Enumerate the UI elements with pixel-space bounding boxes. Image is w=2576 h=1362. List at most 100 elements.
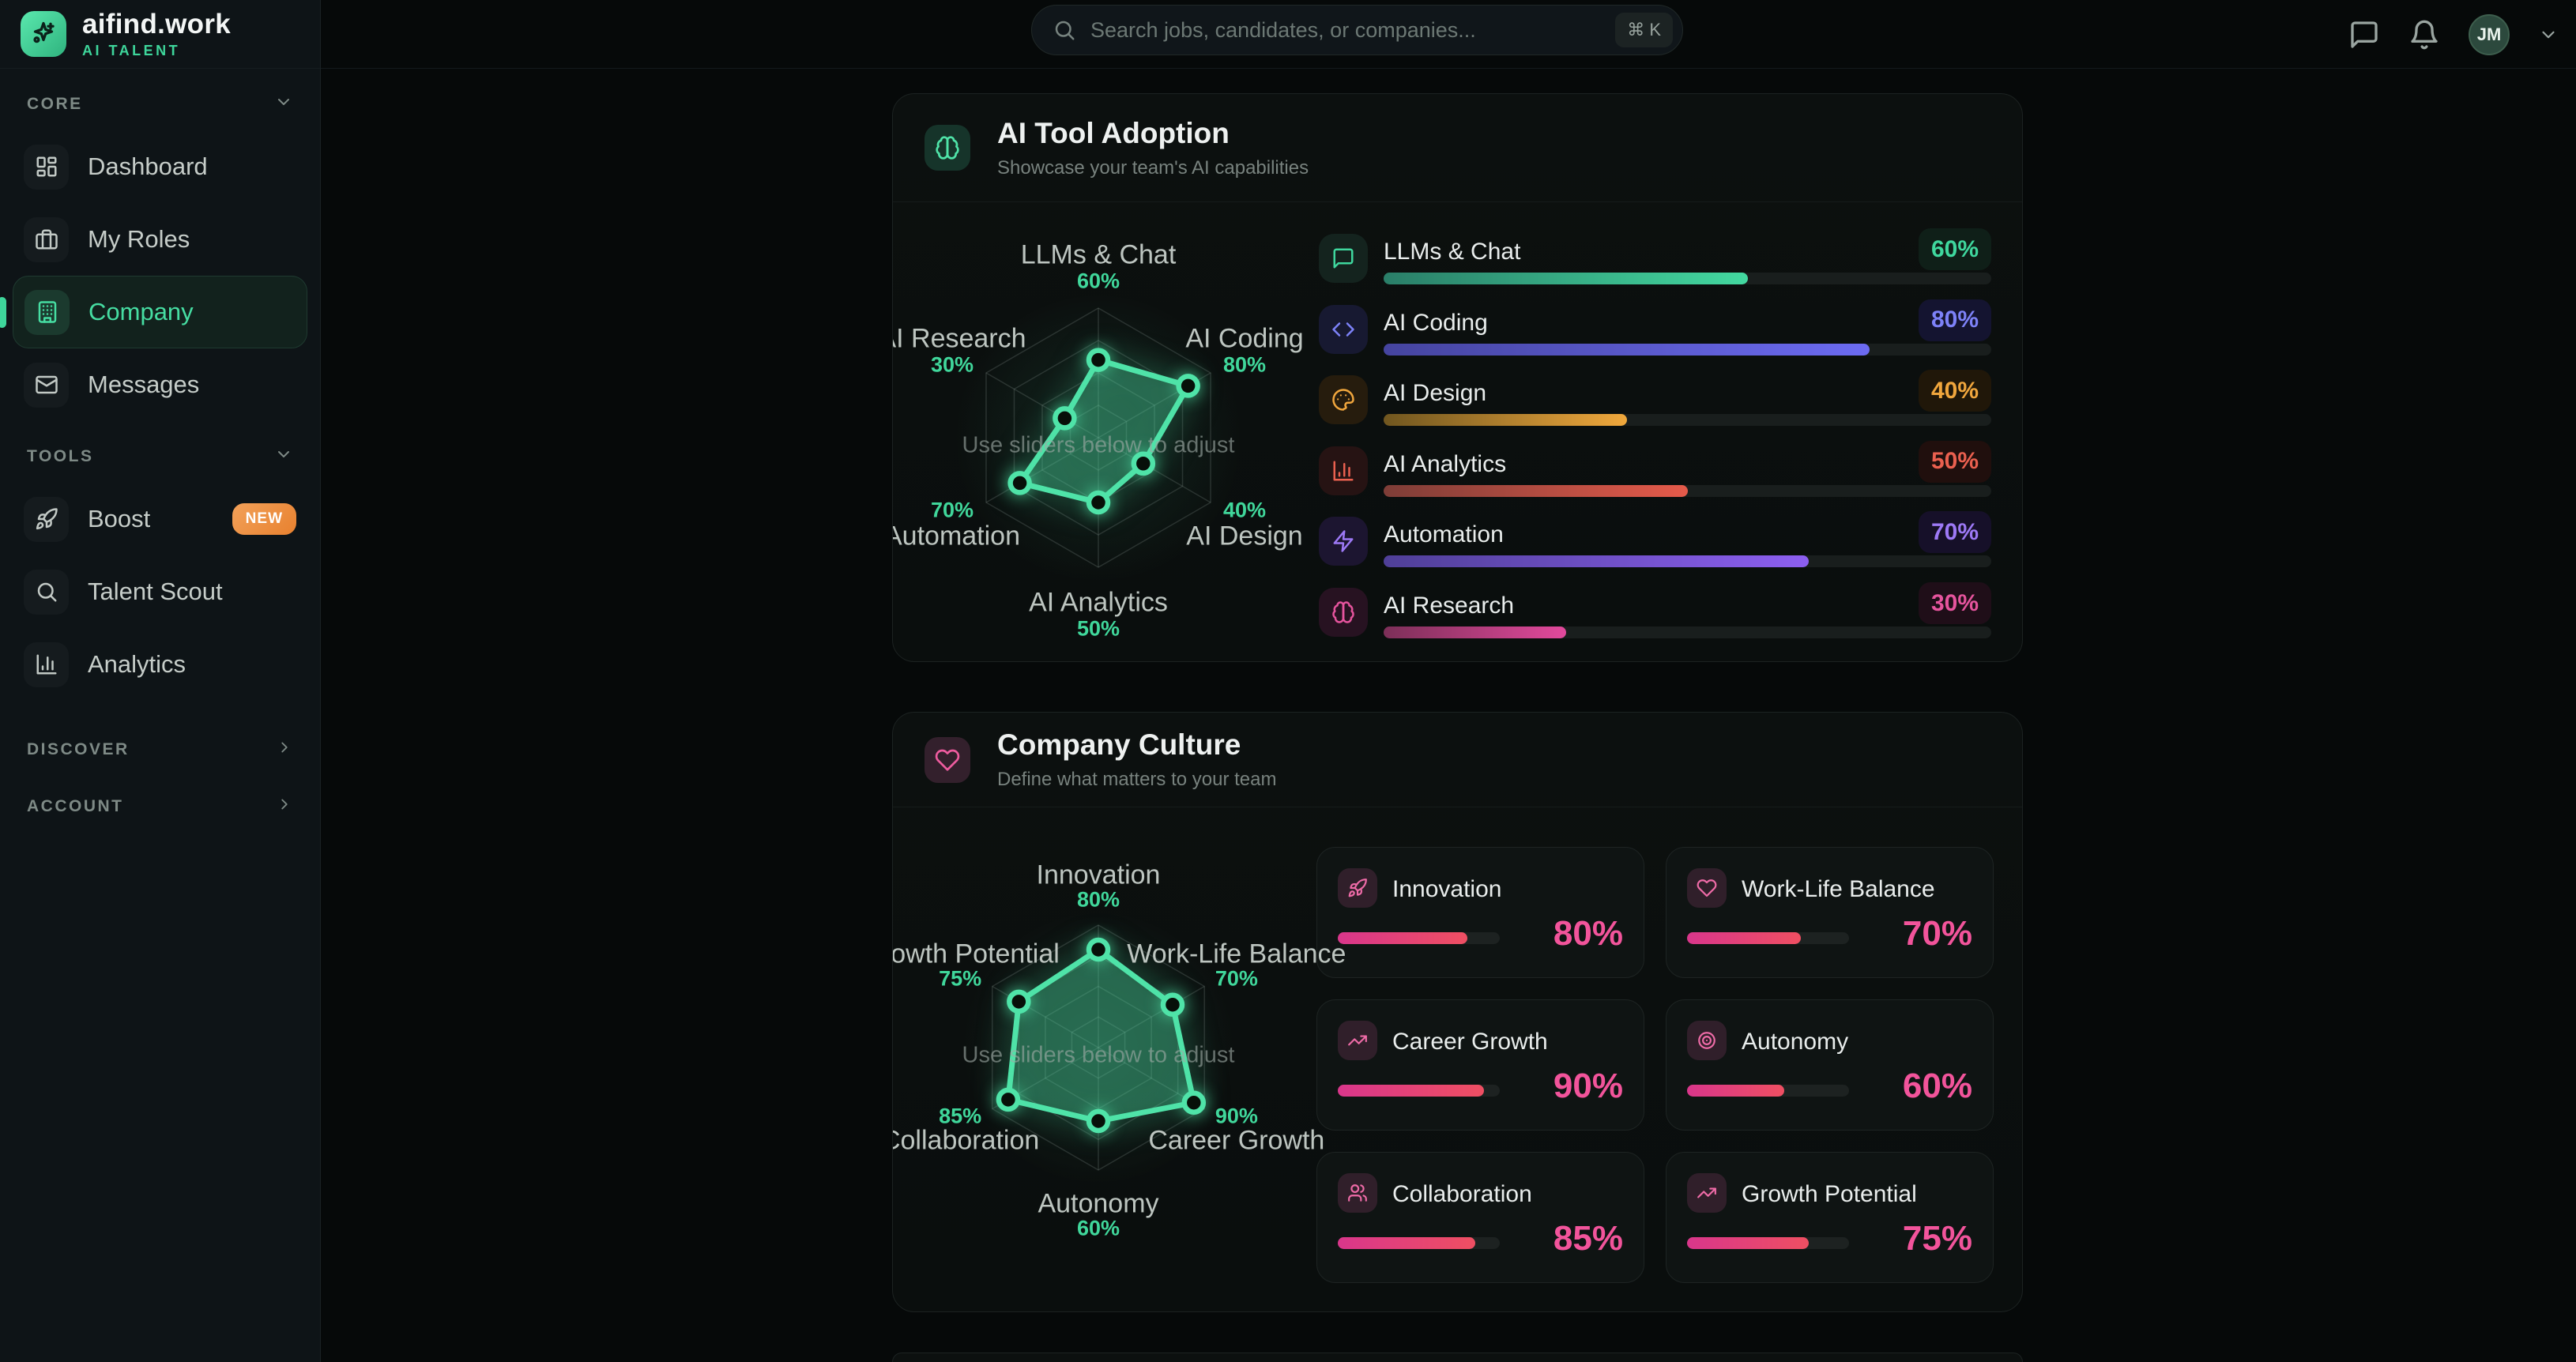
link-label: DISCOVER — [27, 740, 130, 758]
rocket-icon — [1338, 868, 1377, 908]
radar-axis-value: 80% — [1222, 352, 1267, 377]
culture-slider-track[interactable] — [1687, 1237, 1849, 1249]
culture-card-label: Career Growth — [1392, 1029, 1548, 1055]
sidebar-item-label: Company — [89, 298, 194, 325]
culture-card-value: 70% — [1902, 914, 1972, 953]
culture-slider-fill[interactable] — [1338, 1085, 1484, 1097]
tool-slider-track[interactable] — [1384, 626, 1991, 638]
trending-up-icon — [1338, 1021, 1377, 1060]
radar-axis-value: 90% — [1215, 1104, 1258, 1128]
palette-icon — [1319, 375, 1368, 425]
radar-axis-value: 80% — [1076, 887, 1120, 912]
sidebar-item-dashboard[interactable]: Dashboard — [13, 130, 307, 203]
culture-card-value: 80% — [1553, 914, 1623, 953]
culture-slider-track[interactable] — [1338, 1237, 1500, 1249]
messages-icon[interactable] — [2348, 19, 2380, 51]
company-culture-header: Company Culture Define what matters to y… — [893, 713, 2022, 807]
radar-axis-value: 30% — [930, 352, 974, 377]
tool-slider-label: AI Design — [1384, 380, 1487, 407]
tool-slider-ai-research: AI Research 30% — [1319, 578, 1991, 649]
sidebar-link-discover[interactable]: DISCOVER — [13, 721, 307, 778]
sidebar-nav: CORE Dashboard My Roles Company Messages TOOL… — [0, 69, 320, 835]
users-icon — [1338, 1173, 1377, 1213]
code-icon — [1319, 304, 1368, 354]
culture-card-value: 60% — [1902, 1067, 1972, 1105]
culture-slider-fill[interactable] — [1338, 1237, 1476, 1249]
culture-slider-fill[interactable] — [1687, 1085, 1784, 1097]
tool-slider-track[interactable] — [1384, 414, 1991, 427]
radar-axis-label: AI Coding — [1185, 323, 1304, 354]
radar-axis-label: Growth Potential — [892, 939, 1060, 969]
culture-card-work-life-balance: Work-Life Balance 70% — [1666, 847, 1994, 978]
sidebar-section-core[interactable]: CORE — [13, 69, 307, 130]
radar-axis-value: 60% — [1076, 1216, 1120, 1240]
ai-tool-adoption-title: AI Tool Adoption — [997, 116, 1230, 149]
tool-slider-fill[interactable] — [1384, 484, 1688, 497]
culture-card-autonomy: Autonomy 60% — [1666, 999, 1994, 1131]
tool-slider-track[interactable] — [1384, 555, 1991, 568]
radar-glow — [897, 236, 1300, 639]
tool-slider-value-badge: 70% — [1918, 511, 1991, 554]
chevron-down-icon — [274, 92, 293, 116]
brand-tagline: AI TALENT — [82, 43, 181, 58]
search-input[interactable] — [1090, 17, 1602, 43]
sidebar: aifind.work AI TALENT CORE Dashboard My Ro… — [0, 0, 321, 1362]
radar-axis-label: Innovation — [1036, 860, 1161, 890]
radar-center-hint: Use sliders below to adjust — [962, 1042, 1235, 1068]
tool-slider-track[interactable] — [1384, 343, 1991, 356]
sidebar-item-messages[interactable]: Messages — [13, 348, 307, 421]
culture-slider-fill[interactable] — [1687, 932, 1801, 944]
notifications-bell-icon[interactable] — [2408, 19, 2440, 51]
sidebar-item-boost[interactable]: Boost NEW — [13, 483, 307, 555]
sidebar-item-label: My Roles — [88, 225, 190, 253]
tool-slider-label: AI Analytics — [1384, 450, 1507, 477]
ai-tool-adoption-radar-chart: LLMs & Chat 60% AI Coding 80% AI Design 40% AI… — [892, 202, 1383, 661]
tool-slider-track[interactable] — [1384, 484, 1991, 497]
avatar[interactable]: JM — [2469, 13, 2510, 55]
chevron-right-icon — [276, 796, 293, 818]
tool-slider-value-badge: 30% — [1918, 582, 1991, 624]
trending-up-icon — [1687, 1173, 1727, 1213]
culture-slider-track[interactable] — [1338, 1085, 1500, 1097]
culture-slider-track[interactable] — [1687, 1085, 1849, 1097]
ai-tool-adoption-subtitle: Showcase your team's AI capabilities — [997, 156, 1309, 179]
bar-chart-icon — [24, 641, 69, 687]
search-bar[interactable]: ⌘ K — [1031, 5, 1683, 55]
heart-icon — [1687, 868, 1727, 908]
radar-glow — [908, 857, 1289, 1238]
radar-axis-label: AI Analytics — [1029, 587, 1168, 618]
radar-axis-label: Automation — [892, 521, 1020, 551]
tool-slider-fill[interactable] — [1384, 343, 1870, 356]
tool-slider-value-badge: 50% — [1918, 440, 1991, 483]
zap-icon — [1319, 517, 1368, 566]
tool-slider-value-badge: 60% — [1918, 228, 1991, 270]
culture-slider-fill[interactable] — [1338, 932, 1467, 944]
tool-slider-fill[interactable] — [1384, 273, 1749, 284]
heart-icon — [925, 736, 970, 783]
brain-icon — [925, 125, 970, 171]
radar-axis-label: LLMs & Chat — [1020, 239, 1177, 270]
culture-slider-fill[interactable] — [1687, 1237, 1809, 1249]
tool-slider-track[interactable] — [1384, 273, 1991, 284]
sidebar-link-account[interactable]: ACCOUNT — [13, 778, 307, 835]
culture-slider-track[interactable] — [1338, 932, 1500, 944]
new-badge: NEW — [232, 503, 296, 535]
avatar-chevron-down-icon[interactable] — [2538, 24, 2559, 45]
radar-axis-value: 60% — [1076, 269, 1120, 293]
tool-slider-fill[interactable] — [1384, 555, 1810, 568]
culture-slider-track[interactable] — [1687, 932, 1849, 944]
chevron-down-icon — [274, 445, 293, 468]
company-culture-radar-chart: Innovation 80% Work-Life Balance 70% Career … — [893, 823, 1383, 1266]
sidebar-item-company[interactable]: Company — [0, 276, 307, 348]
tool-slider-fill[interactable] — [1384, 414, 1627, 427]
tool-slider-fill[interactable] — [1384, 626, 1566, 638]
sidebar-section-tools[interactable]: TOOLS — [13, 421, 307, 483]
section-label: CORE — [27, 95, 83, 113]
sidebar-item-label: Boost — [88, 505, 151, 532]
sidebar-item-talent-scout[interactable]: Talent Scout — [13, 555, 307, 628]
company-culture-card: Company Culture Define what matters to y… — [892, 712, 2023, 1312]
briefcase-icon — [24, 216, 69, 262]
sidebar-item-my-roles[interactable]: My Roles — [13, 203, 307, 276]
building-icon — [24, 289, 70, 335]
sidebar-item-analytics[interactable]: Analytics — [13, 628, 307, 701]
